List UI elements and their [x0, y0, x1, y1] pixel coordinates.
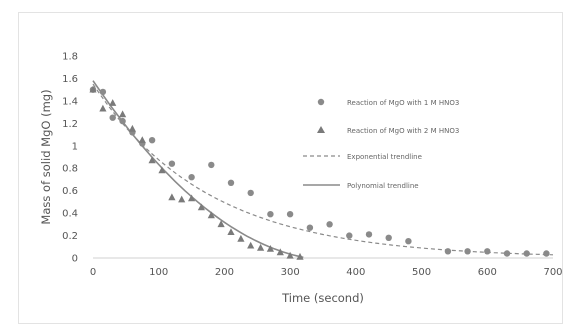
data-point-1m [346, 232, 353, 239]
x-tick-label: 300 [281, 267, 300, 278]
data-point-1m [523, 250, 530, 257]
data-point-1m [188, 174, 195, 181]
y-tick-labels: 0 0.2 0.4 0.6 0.8 1 1.2 1.4 1.6 1.8 [62, 52, 78, 265]
x-axis-title: Time (second) [281, 291, 364, 305]
data-point-2m [138, 136, 146, 143]
data-point-2m [109, 99, 117, 106]
data-point-1m [119, 117, 126, 125]
legend-label-2m: Reaction of MgO with 2 M HNO3 [347, 127, 459, 135]
data-point-1m [306, 224, 314, 231]
data-point-2m [99, 104, 107, 112]
y-tick-label: 1.6 [62, 74, 78, 85]
data-point-2m [168, 193, 176, 201]
series-1m-points [89, 86, 550, 257]
data-point-1m [109, 114, 116, 121]
y-tick-label: 1.2 [62, 119, 78, 130]
data-point-2m [207, 211, 215, 219]
data-point-1m [267, 211, 274, 218]
data-point-1m [503, 250, 511, 257]
y-tick-label: 1.8 [62, 52, 78, 63]
x-tick-label: 500 [412, 267, 431, 278]
y-tick-label: 1 [72, 141, 78, 152]
data-point-1m [444, 248, 452, 255]
legend-label-exp: Exponential trendline [347, 153, 422, 161]
y-tick-label: 0.6 [62, 186, 78, 197]
y-tick-label: 0.2 [62, 231, 78, 242]
data-point-1m [405, 238, 412, 245]
y-tick-label: 0.4 [62, 209, 78, 220]
data-point-1m [227, 179, 235, 186]
data-point-1m [365, 231, 373, 238]
data-point-2m [266, 245, 274, 252]
data-point-2m [197, 203, 205, 211]
x-tick-label: 200 [215, 267, 234, 278]
data-point-1m [484, 248, 491, 255]
legend-label-poly: Polynomial trendline [347, 182, 419, 190]
x-tick-label: 700 [543, 267, 562, 278]
data-point-2m [276, 248, 284, 256]
y-axis-title: Mass of solid MgO (mg) [39, 89, 53, 224]
data-point-2m [257, 243, 265, 251]
data-point-2m [237, 234, 245, 242]
y-tick-label: 0 [72, 254, 78, 265]
data-point-2m [178, 195, 186, 203]
x-tick-labels: 0 100 200 300 400 500 600 700 [90, 267, 563, 278]
data-point-2m [247, 241, 255, 249]
y-tick-label: 1.4 [62, 96, 78, 107]
data-point-2m [128, 124, 136, 132]
data-point-2m [148, 156, 156, 164]
data-point-1m [464, 248, 471, 255]
data-point-2m [158, 166, 166, 174]
data-point-1m [99, 88, 107, 96]
data-point-2m [296, 252, 304, 260]
data-point-1m [326, 221, 333, 228]
x-tick-label: 0 [90, 267, 96, 278]
data-point-1m [148, 137, 156, 144]
data-point-2m [89, 85, 97, 93]
data-point-2m [286, 251, 294, 259]
data-point-2m [227, 228, 235, 235]
data-point-2m [217, 220, 225, 228]
x-tick-label: 600 [478, 267, 497, 278]
data-point-2m [188, 194, 196, 202]
legend-marker-1m [317, 98, 325, 106]
legend-marker-2m [317, 126, 325, 133]
y-tick-label: 0.8 [62, 164, 78, 175]
x-tick-label: 400 [346, 267, 365, 278]
data-point-1m [385, 234, 392, 241]
data-point-1m [247, 189, 254, 197]
data-point-1m [208, 161, 215, 169]
legend-label-1m: Reaction of MgO with 1 M HNO3 [347, 99, 459, 107]
data-point-1m [286, 211, 294, 218]
chart-frame [18, 12, 563, 324]
exponential-trendline [92, 83, 554, 256]
legend: Reaction of MgO with 1 M HNO3 Reaction o… [303, 98, 459, 190]
data-point-1m [168, 160, 176, 167]
data-point-2m [119, 110, 127, 118]
x-tick-label: 100 [149, 267, 168, 278]
series-2m-points [89, 85, 304, 260]
polynomial-trendline [92, 80, 304, 259]
data-point-1m [543, 250, 550, 257]
